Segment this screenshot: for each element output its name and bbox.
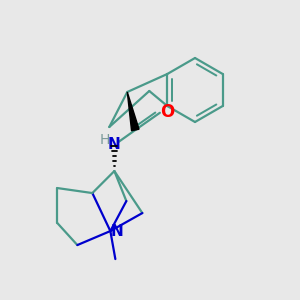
- Polygon shape: [127, 92, 139, 131]
- Text: O: O: [160, 103, 174, 121]
- Text: N: N: [108, 136, 121, 152]
- Text: N: N: [111, 224, 124, 238]
- Text: H: H: [99, 133, 110, 147]
